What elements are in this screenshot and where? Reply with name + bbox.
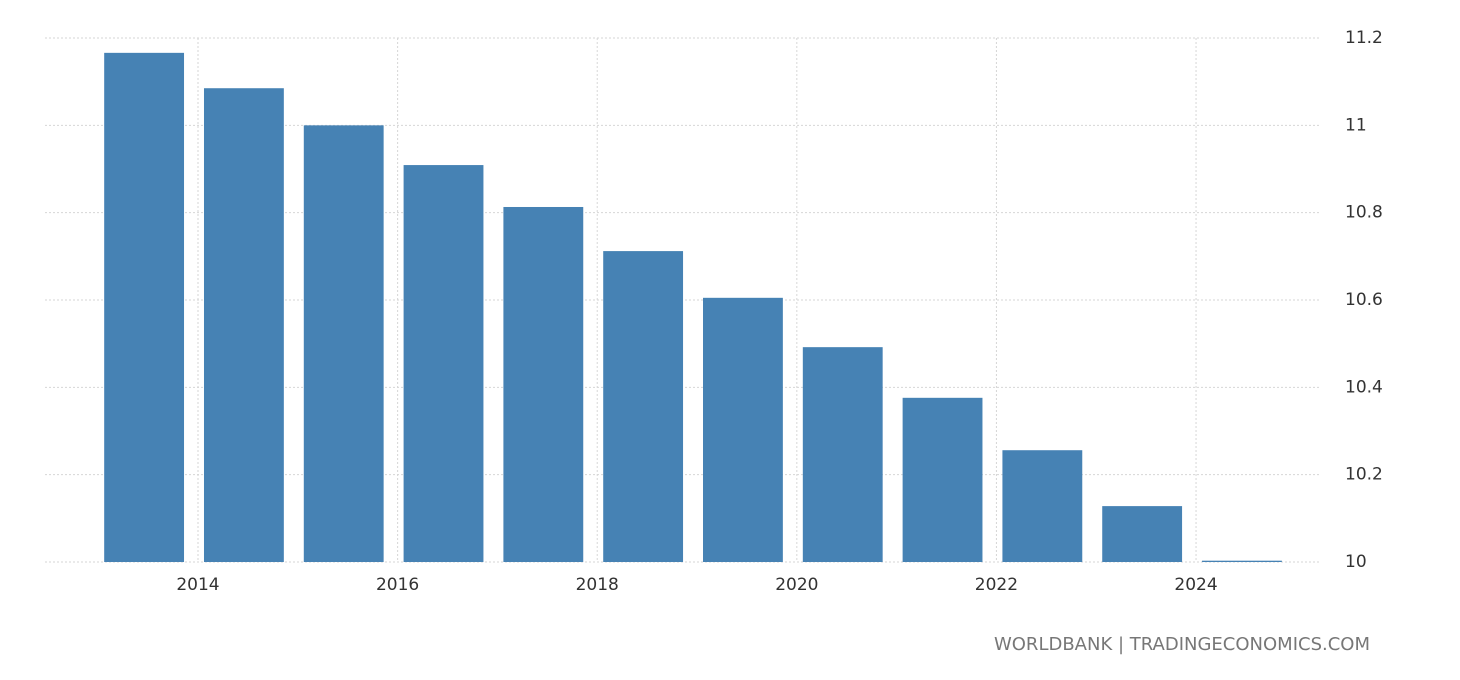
x-tick-label: 2018 (576, 575, 619, 595)
x-tick-label: 2014 (176, 575, 219, 595)
bar (902, 397, 983, 562)
y-tick-label: 10.2 (1345, 465, 1383, 485)
y-tick-label: 11.2 (1345, 28, 1383, 48)
x-tick-label: 2020 (775, 575, 818, 595)
y-tick-label: 10.4 (1345, 377, 1383, 397)
bar (1002, 450, 1083, 562)
bar (104, 52, 185, 562)
bar (603, 251, 684, 563)
bar (403, 165, 484, 562)
x-tick-label: 2024 (1174, 575, 1217, 595)
y-tick-label: 10.8 (1345, 203, 1383, 223)
bar (303, 125, 384, 562)
y-tick-label: 10.6 (1345, 290, 1383, 310)
bar (703, 297, 783, 562)
x-tick-label: 2016 (376, 575, 419, 595)
bar (503, 206, 584, 563)
bar (203, 88, 284, 562)
bar (802, 347, 883, 562)
source: WORLDBANK | TRADINGECONOMICS.COM (994, 634, 1370, 655)
y-tick-label: 11 (1345, 115, 1367, 135)
y-tick-label: 10 (1345, 552, 1367, 572)
bar (1102, 506, 1183, 562)
x-tick-label: 2022 (975, 575, 1018, 595)
bar (1202, 560, 1282, 562)
